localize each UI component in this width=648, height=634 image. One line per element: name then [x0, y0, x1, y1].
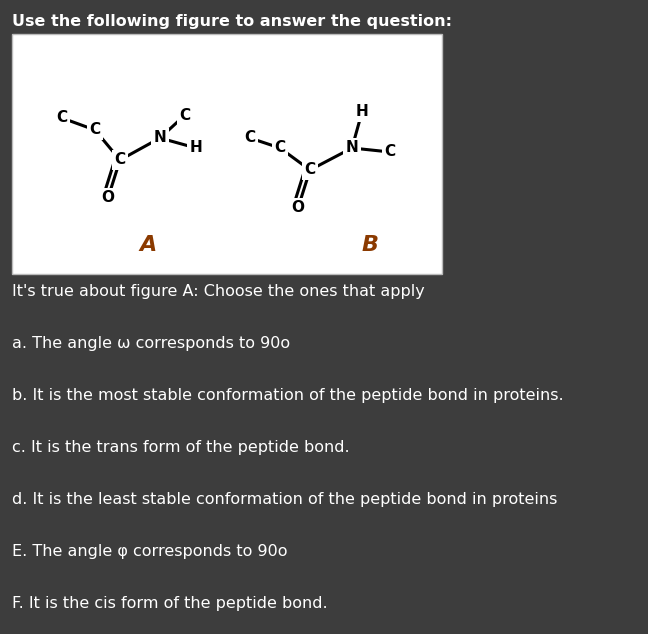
Text: A: A: [139, 235, 157, 255]
Text: N: N: [154, 131, 167, 145]
Text: C: C: [275, 141, 286, 155]
Text: C: C: [305, 162, 316, 178]
Text: N: N: [345, 141, 358, 155]
Text: B: B: [362, 235, 378, 255]
Text: It's true about figure A: Choose the ones that apply: It's true about figure A: Choose the one…: [12, 284, 424, 299]
Text: d. It is the least stable conformation of the peptide bond in proteins: d. It is the least stable conformation o…: [12, 492, 557, 507]
Text: C: C: [89, 122, 100, 138]
Text: F. It is the cis form of the peptide bond.: F. It is the cis form of the peptide bon…: [12, 596, 328, 611]
Text: C: C: [115, 153, 126, 167]
Text: c. It is the trans form of the peptide bond.: c. It is the trans form of the peptide b…: [12, 440, 350, 455]
Text: C: C: [244, 131, 255, 145]
Text: Use the following figure to answer the question:: Use the following figure to answer the q…: [12, 14, 452, 29]
Text: a. The angle ω corresponds to 90o: a. The angle ω corresponds to 90o: [12, 336, 290, 351]
Text: O: O: [102, 190, 115, 205]
Bar: [12, 34, 442, 274]
Text: E. The angle φ corresponds to 90o: E. The angle φ corresponds to 90o: [12, 544, 288, 559]
Text: b. It is the most stable conformation of the peptide bond in proteins.: b. It is the most stable conformation of…: [12, 388, 564, 403]
Text: H: H: [190, 141, 202, 155]
Text: C: C: [384, 145, 395, 160]
Text: C: C: [179, 108, 191, 122]
Text: H: H: [356, 105, 368, 119]
Text: O: O: [292, 200, 305, 216]
Text: C: C: [56, 110, 67, 126]
